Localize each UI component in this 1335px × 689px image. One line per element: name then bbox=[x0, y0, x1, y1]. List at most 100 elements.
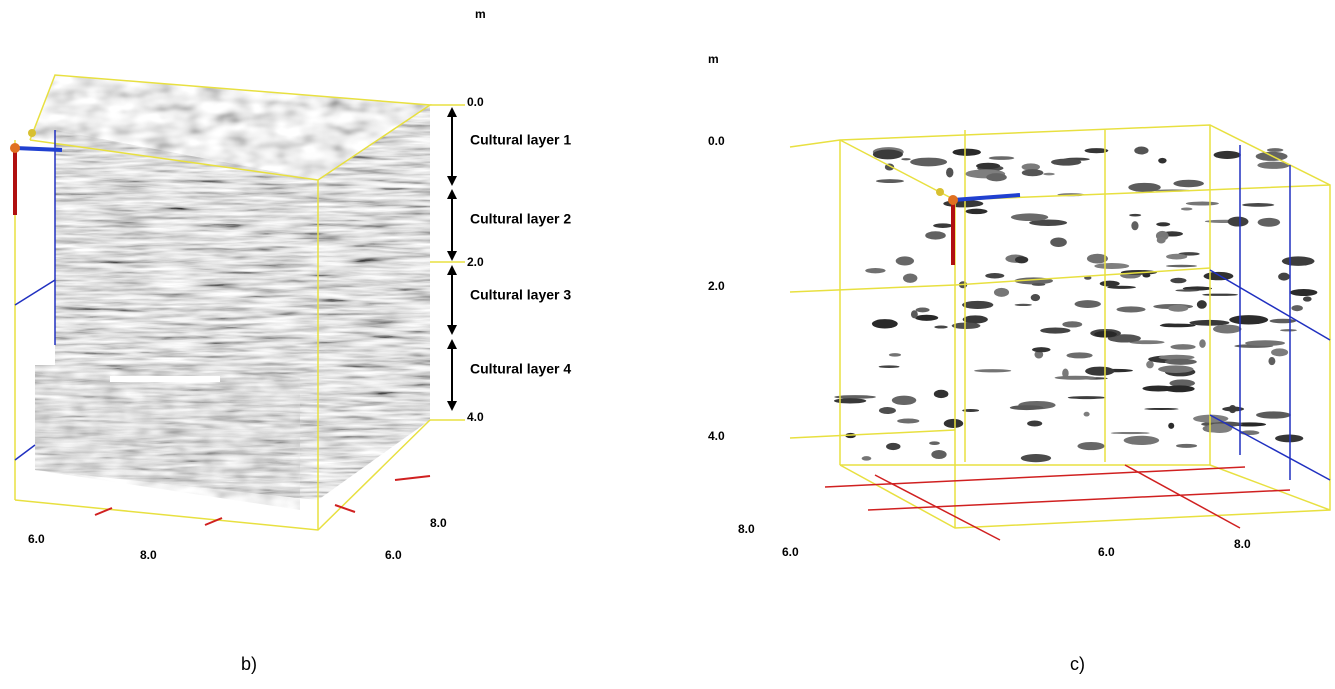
reflection-blob bbox=[946, 168, 953, 178]
reflection-blob bbox=[1291, 305, 1303, 311]
reflection-blob bbox=[976, 163, 1000, 169]
reflection-blob bbox=[1175, 289, 1199, 291]
reflection-blob bbox=[1124, 436, 1160, 445]
reflection-blob bbox=[1062, 321, 1082, 327]
reflection-blob bbox=[1158, 365, 1193, 373]
horizontal-label: 6.0 bbox=[1098, 545, 1115, 559]
reflection-blob bbox=[1165, 359, 1197, 365]
reflection-blob bbox=[1131, 221, 1138, 230]
reflection-blob bbox=[1011, 213, 1048, 221]
layer-label: Cultural layer 3 bbox=[470, 287, 571, 303]
horizontal-label: 8.0 bbox=[430, 516, 447, 530]
reflection-blob bbox=[952, 323, 981, 330]
reflection-blob bbox=[903, 273, 917, 282]
reflection-blob bbox=[974, 369, 1011, 372]
reflection-blob bbox=[1267, 148, 1283, 152]
reflection-blob bbox=[931, 450, 946, 459]
reflection-blob bbox=[915, 315, 938, 321]
reflection-blob bbox=[1100, 281, 1120, 287]
reflection-blob bbox=[1282, 256, 1315, 265]
gap bbox=[110, 376, 220, 382]
reflection-blob bbox=[1160, 324, 1196, 328]
reflection-blob bbox=[1280, 329, 1297, 331]
reflection-blob bbox=[1010, 405, 1044, 410]
reflection-blob bbox=[1258, 218, 1280, 227]
depth-unit: m bbox=[475, 7, 486, 21]
reflection-blob bbox=[1303, 296, 1312, 301]
reflection-blob bbox=[1256, 411, 1291, 418]
reflection-blob bbox=[1245, 340, 1285, 346]
caption: b) bbox=[241, 654, 257, 674]
gpr-block-b bbox=[10, 60, 465, 530]
reflection-blob bbox=[1278, 273, 1290, 281]
reflection-blob bbox=[1181, 207, 1193, 210]
reflection-blob bbox=[989, 156, 1015, 160]
reflection-blob bbox=[1015, 304, 1032, 306]
layer-label: Cultural layer 2 bbox=[470, 211, 571, 227]
reflection-blob bbox=[911, 310, 918, 318]
reflection-blob bbox=[1186, 202, 1219, 206]
reflection-blob bbox=[862, 456, 872, 460]
reflection-blob bbox=[1107, 286, 1136, 289]
depth-label: 4.0 bbox=[708, 429, 725, 443]
reflection-blob bbox=[896, 256, 914, 265]
reflection-blob bbox=[933, 223, 952, 228]
layer-label: Cultural layer 4 bbox=[470, 361, 571, 377]
reflection-blob bbox=[879, 365, 900, 368]
reflection-blob bbox=[1275, 435, 1303, 443]
reflection-blob bbox=[1043, 173, 1055, 176]
reflection-blob bbox=[1173, 180, 1204, 187]
page: m 0.0 2.0 4.0 Cultural layer 1 Cultural … bbox=[0, 0, 1335, 689]
reflection-blob bbox=[944, 419, 963, 428]
reflection-blob bbox=[1032, 347, 1051, 352]
figure: m 0.0 2.0 4.0 Cultural layer 1 Cultural … bbox=[0, 0, 1335, 689]
reflection-blob bbox=[886, 443, 900, 450]
reflection-blob bbox=[873, 150, 903, 160]
reflection-blob bbox=[876, 179, 904, 183]
reflection-blob bbox=[1170, 344, 1195, 350]
reflection-blob bbox=[1144, 408, 1178, 410]
reflection-blob bbox=[1270, 319, 1296, 324]
reflection-blob bbox=[1166, 254, 1187, 260]
reflection-blob bbox=[1085, 367, 1114, 376]
reflection-blob bbox=[1204, 272, 1234, 280]
reflection-blob bbox=[1168, 305, 1188, 312]
reflection-blob bbox=[1228, 217, 1249, 227]
reflection-blob bbox=[1166, 265, 1197, 267]
depth-label: 2.0 bbox=[708, 279, 725, 293]
reflection-blob bbox=[834, 398, 866, 403]
reflection-blob bbox=[1051, 159, 1081, 166]
reflection-blob bbox=[1094, 263, 1129, 269]
reflection-blob bbox=[1068, 396, 1106, 399]
reflection-blob bbox=[1202, 294, 1238, 296]
reflection-blob bbox=[1128, 183, 1161, 192]
depth-label: 0.0 bbox=[467, 95, 484, 109]
reflection-blob bbox=[1050, 238, 1067, 247]
reflection-blob bbox=[1084, 412, 1090, 417]
reflection-blob bbox=[1040, 328, 1070, 334]
reflection-blob bbox=[1199, 339, 1206, 348]
reflection-blob bbox=[1032, 283, 1046, 286]
reflection-blob bbox=[1021, 454, 1051, 462]
depth-label: 2.0 bbox=[467, 255, 484, 269]
horizontal-label: 6.0 bbox=[28, 532, 45, 546]
reflection-blob bbox=[965, 209, 987, 214]
red-guides bbox=[825, 465, 1290, 540]
reflection-blob bbox=[985, 273, 1004, 278]
reflection-blob bbox=[1213, 325, 1242, 334]
reflection-blob bbox=[1031, 294, 1040, 301]
reflection-blob bbox=[1055, 376, 1097, 380]
reflection-blob bbox=[1022, 169, 1044, 176]
reflection-blob bbox=[934, 326, 948, 329]
reflection-blob bbox=[1116, 306, 1145, 312]
reflection-blob bbox=[1168, 423, 1174, 429]
reflection-blob bbox=[1158, 158, 1166, 164]
horizontal-label: 6.0 bbox=[782, 545, 799, 559]
depth-label: 4.0 bbox=[467, 410, 484, 424]
reflection-blob bbox=[1290, 289, 1317, 296]
reflection-blob bbox=[901, 158, 911, 160]
reflection-blob bbox=[963, 315, 988, 323]
reflection-blob bbox=[1129, 214, 1141, 217]
reflection-blob bbox=[1066, 352, 1092, 358]
horizontal-label: 6.0 bbox=[385, 548, 402, 562]
